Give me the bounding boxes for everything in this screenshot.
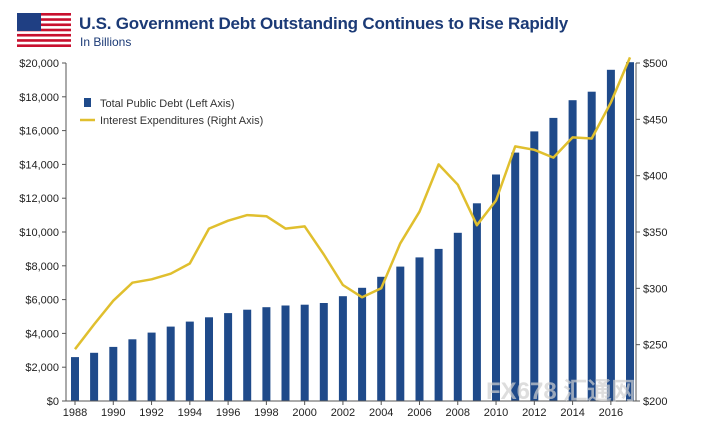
debt-bar-1993: [166, 326, 175, 401]
x-tick-label: 2004: [369, 407, 393, 419]
right-tick-label: $350: [643, 227, 667, 239]
left-tick-label: $8,000: [25, 261, 59, 273]
legend: Total Public Debt (Left Axis) Interest Ex…: [80, 98, 263, 127]
chart-subtitle: In Billions: [80, 35, 132, 49]
right-tick-label: $400: [643, 171, 667, 183]
right-tick-label: $450: [643, 114, 667, 126]
x-tick-label: 2010: [484, 407, 508, 419]
left-axis: $0 $2,000 $4,000 $6,000 $8,000 $10,000 $12,000…: [19, 58, 67, 408]
x-tick-label: 2006: [407, 407, 431, 419]
debt-bar-1995: [205, 317, 213, 401]
debt-bar-1988: [71, 357, 79, 401]
left-tick-label: $2,000: [25, 362, 59, 374]
left-tick-label: $16,000: [19, 126, 59, 138]
debt-bar-2006: [415, 257, 424, 401]
interest-line-layer: [74, 56, 632, 350]
right-tick-label: $500: [643, 58, 667, 70]
x-axis: 1988 1990 1992 1994 1996 1998 2000 2002 2004 2006…: [63, 400, 636, 419]
left-tick-label: $12,000: [19, 193, 59, 205]
interest-line: [74, 56, 632, 350]
x-tick-label: 2008: [446, 407, 470, 419]
x-tick-label: 1988: [63, 407, 87, 419]
legend-swatch-bar: [84, 98, 91, 107]
debt-bars: [71, 62, 634, 402]
debt-bar-2007: [434, 248, 443, 401]
debt-bar-2014: [568, 100, 577, 401]
debt-bar-2003: [358, 287, 367, 401]
debt-bar-2011: [511, 152, 520, 401]
x-tick-label: 1990: [101, 407, 125, 419]
left-tick-label: $14,000: [19, 159, 59, 171]
debt-bar-1997: [243, 309, 252, 401]
debt-bar-2012: [530, 131, 539, 401]
x-tick-label: 2002: [331, 407, 355, 419]
x-tick-label: 2016: [599, 407, 623, 419]
debt-bar-1992: [147, 332, 156, 401]
debt-bar-2017: [626, 62, 634, 401]
debt-bar-1998: [262, 307, 271, 401]
debt-bar-2015: [587, 91, 596, 401]
left-tick-label: $4,000: [25, 328, 59, 340]
debt-bar-1989: [90, 352, 99, 401]
debt-bar-2008: [453, 232, 462, 401]
left-tick-label: $20,000: [19, 58, 59, 70]
debt-bar-1991: [128, 339, 137, 401]
chart-title: U.S. Government Debt Outstanding Continu…: [79, 14, 568, 33]
x-tick-label: 2000: [292, 407, 316, 419]
x-tick-label: 1992: [139, 407, 163, 419]
left-tick-label: $6,000: [25, 295, 59, 307]
legend-label: Interest Expenditures (Right Axis): [100, 115, 263, 127]
debt-bar-2016: [606, 69, 615, 402]
debt-bar-1994: [185, 321, 194, 401]
x-tick-label: 2012: [522, 407, 546, 419]
right-tick-label: $300: [643, 283, 667, 295]
x-tick-label: 1996: [216, 407, 240, 419]
chart-header: U.S. Government Debt Outstanding Continu…: [0, 0, 707, 56]
right-axis: $200 $250 $300 $350 $400 $450 $500: [635, 58, 667, 408]
debt-bar-2001: [319, 303, 328, 401]
debt-bar-2005: [396, 266, 405, 401]
x-tick-label: 2014: [560, 407, 584, 419]
debt-bar-1990: [109, 346, 118, 401]
debt-bar-2000: [300, 304, 309, 401]
debt-bar-2004: [377, 276, 386, 401]
legend-label: Total Public Debt (Left Axis): [100, 98, 235, 110]
debt-bar-2010: [492, 174, 500, 401]
right-tick-label: $250: [643, 340, 667, 352]
debt-bar-1999: [281, 305, 290, 401]
x-tick-label: 1998: [254, 407, 278, 419]
debt-bar-2009: [472, 203, 481, 401]
right-tick-label: $200: [643, 396, 667, 408]
left-tick-label: $18,000: [19, 92, 59, 104]
debt-bar-2013: [549, 117, 558, 402]
debt-bar-1996: [224, 313, 233, 401]
x-tick-label: 1994: [178, 407, 202, 419]
watermark: FX678 汇通网: [486, 378, 636, 405]
us-flag-icon: [17, 13, 71, 47]
left-tick-label: $10,000: [19, 227, 59, 239]
left-tick-label: $0: [47, 396, 59, 408]
debt-bar-2002: [338, 296, 347, 401]
